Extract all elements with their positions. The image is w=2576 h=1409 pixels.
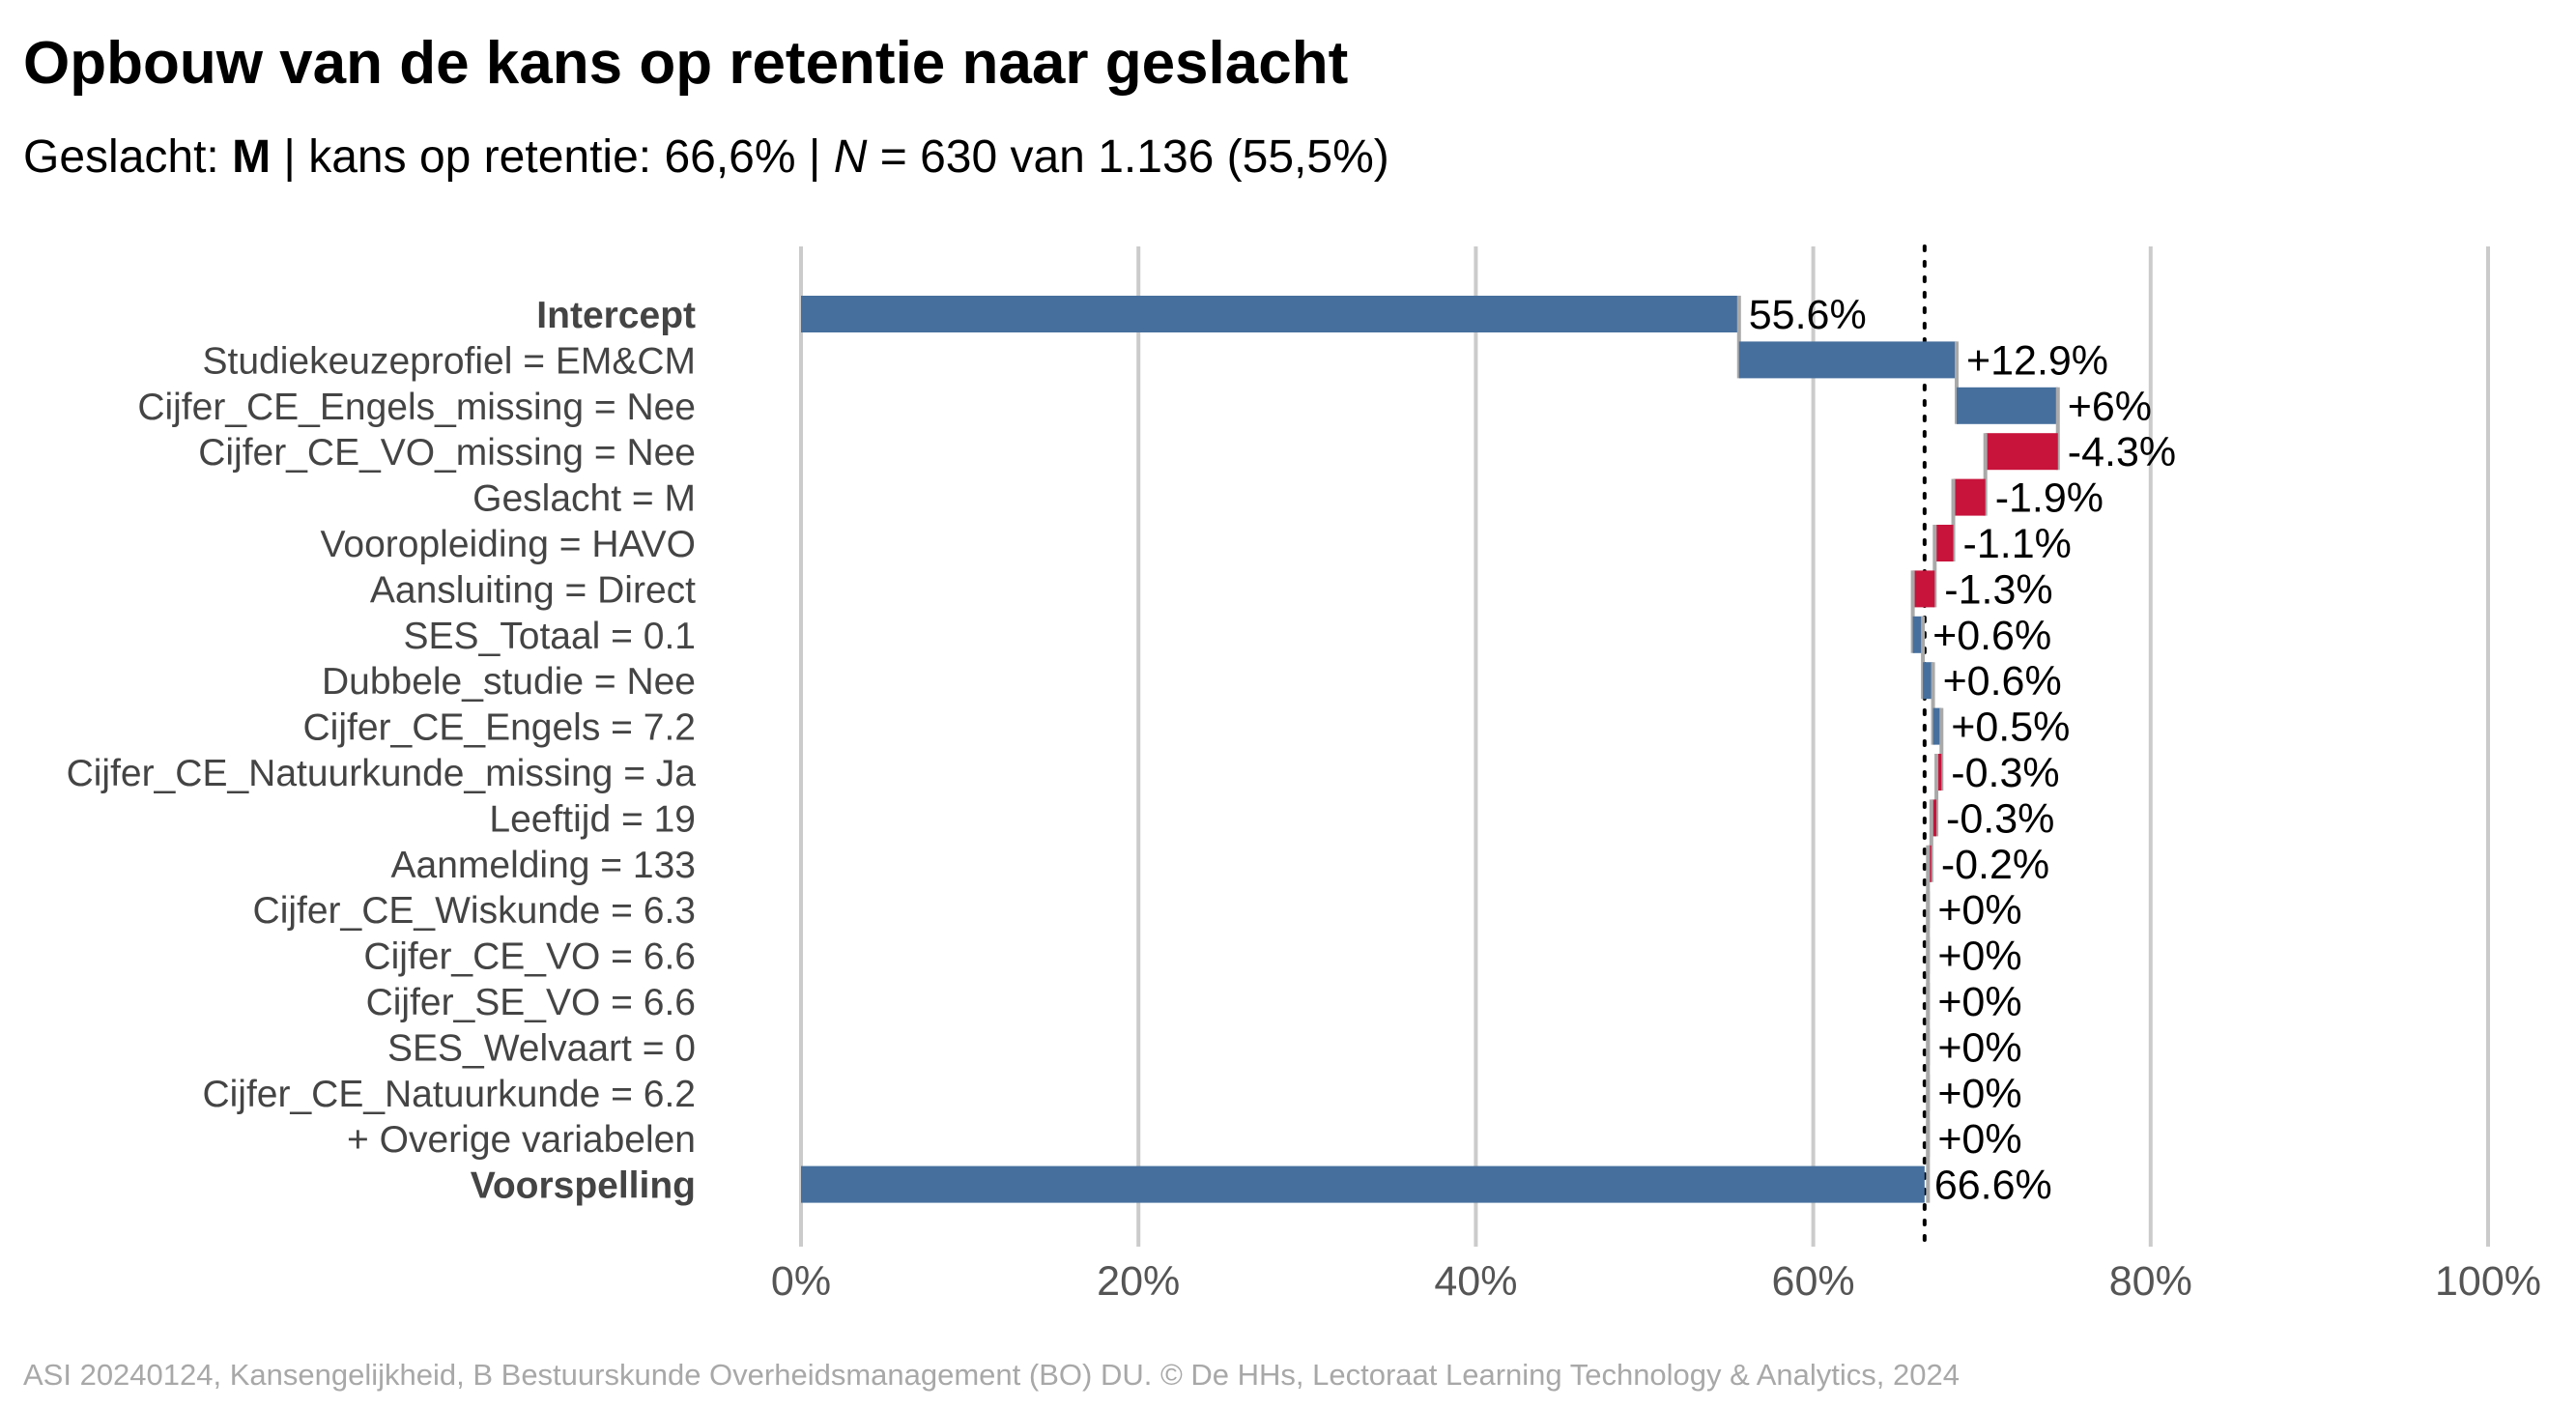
data-label: +0.6% <box>1943 658 2062 704</box>
chart-title: Opbouw van de kans op retentie naar gesl… <box>23 30 1349 97</box>
y-axis-label: Aansluiting = Direct <box>370 569 696 611</box>
y-axis-label: SES_Welvaart = 0 <box>387 1027 696 1069</box>
bar <box>1953 478 1986 516</box>
bar <box>1912 616 1924 653</box>
bar <box>1985 433 2058 471</box>
bar <box>1912 570 1935 608</box>
subtitle-prefix: Geslacht: <box>23 131 233 183</box>
y-axis-label: Cijfer_CE_Natuurkunde_missing = Ja <box>67 753 697 794</box>
y-axis-label: + Overige variabelen <box>347 1119 696 1161</box>
y-axis-label: Cijfer_CE_Natuurkunde = 6.2 <box>202 1074 696 1115</box>
data-label: 66.6% <box>1934 1163 2052 1209</box>
bar <box>1934 525 1954 561</box>
data-label: +6% <box>2068 384 2152 430</box>
data-label: -0.3% <box>1946 795 2054 842</box>
subtitle-group: M <box>232 131 272 183</box>
y-axis-label: Cijfer_CE_VO = 6.6 <box>363 936 696 978</box>
data-label: +0% <box>1937 934 2021 980</box>
chart-caption: ASI 20240124, Kansengelijkheid, B Bestuu… <box>23 1358 1960 1392</box>
data-label: +0% <box>1937 1116 2021 1163</box>
bar <box>1932 707 1942 745</box>
chart-subtitle: Geslacht: M | kans op retentie: 66,6% | … <box>23 130 1389 184</box>
bar <box>1931 799 1937 837</box>
data-label: -1.1% <box>1963 521 2072 567</box>
bar <box>1923 662 1933 700</box>
y-axis-label: Cijfer_CE_Engels_missing = Nee <box>137 387 696 428</box>
data-label: -4.3% <box>2068 429 2176 475</box>
bar <box>1738 341 1958 379</box>
y-axis-label: Voorspelling <box>471 1165 696 1207</box>
data-label: +0.5% <box>1951 704 2070 751</box>
data-label: +0% <box>1937 887 2021 934</box>
y-axis-label: Cijfer_CE_Wiskunde = 6.3 <box>253 890 696 932</box>
y-axis-label: Cijfer_CE_Engels = 7.2 <box>303 707 696 749</box>
data-label: -0.2% <box>1941 842 2049 888</box>
bar <box>801 1165 1925 1203</box>
x-tick-label: 20% <box>1097 1258 1180 1305</box>
data-label: +0.6% <box>1932 613 2051 659</box>
data-label: -1.9% <box>1995 475 2104 522</box>
y-axis-label: Leeftijd = 19 <box>489 798 696 840</box>
subtitle-n-symbol: N <box>833 131 868 183</box>
data-label: +0% <box>1937 1024 2021 1071</box>
y-axis-label: Studiekeuzeprofiel = EM&CM <box>203 340 697 382</box>
y-axis-label: Geslacht = M <box>472 478 696 520</box>
data-label: 55.6% <box>1749 292 1867 338</box>
y-axis-label: Vooropleiding = HAVO <box>321 524 696 565</box>
subtitle-suffix: = 630 van 1.136 (55,5%) <box>867 131 1389 183</box>
x-tick-label: 80% <box>2109 1258 2192 1305</box>
bar <box>1957 387 2058 424</box>
x-tick-label: 100% <box>2435 1258 2541 1305</box>
x-tick-label: 0% <box>771 1258 831 1305</box>
subtitle-mid: | kans op retentie: 66,6% | <box>271 131 834 183</box>
data-label: +12.9% <box>1966 337 2108 384</box>
y-axis-label: Cijfer_CE_VO_missing = Nee <box>198 432 696 474</box>
y-axis-label: Cijfer_SE_VO = 6.6 <box>366 982 696 1023</box>
bar <box>1936 754 1942 791</box>
data-label: -0.3% <box>1951 750 2059 796</box>
y-axis-label: Aanmelding = 133 <box>391 845 697 886</box>
y-axis-label: Intercept <box>536 295 696 336</box>
data-label: -1.3% <box>1944 566 2052 613</box>
data-label: +0% <box>1937 1071 2021 1117</box>
x-tick-label: 60% <box>1772 1258 1855 1305</box>
x-tick-label: 40% <box>1434 1258 1517 1305</box>
y-axis-label: Dubbele_studie = Nee <box>322 661 696 703</box>
y-axis-label: SES_Totaal = 0.1 <box>404 616 696 657</box>
data-label: +0% <box>1937 979 2021 1025</box>
bar <box>801 296 1739 332</box>
